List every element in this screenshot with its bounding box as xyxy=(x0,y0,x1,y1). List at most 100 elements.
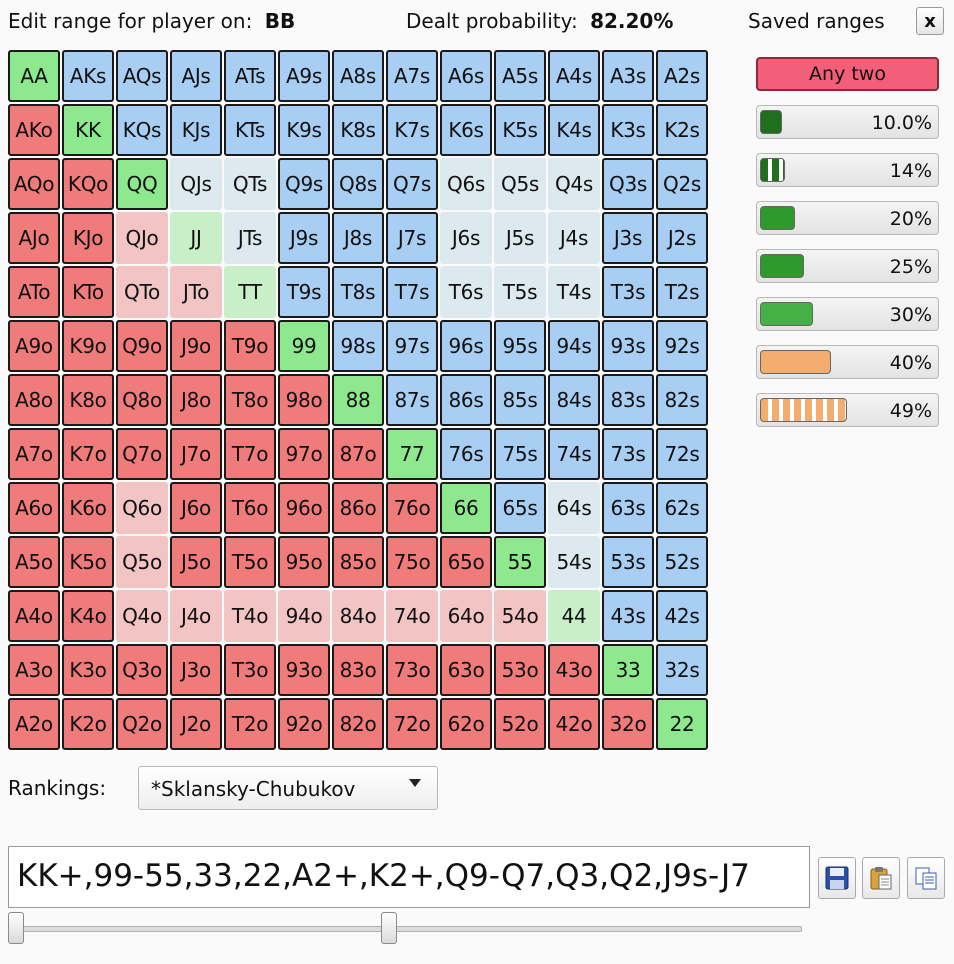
hand-cell-A8s[interactable]: A8s xyxy=(332,50,384,102)
hand-cell-KQo[interactable]: KQo xyxy=(62,158,114,210)
hand-cell-Q9o[interactable]: Q9o xyxy=(116,320,168,372)
hand-cell-QTo[interactable]: QTo xyxy=(116,266,168,318)
hand-cell-84o[interactable]: 84o xyxy=(332,590,384,642)
hand-cell-Q7s[interactable]: Q7s xyxy=(386,158,438,210)
hand-cell-85s[interactable]: 85s xyxy=(494,374,546,426)
hand-cell-AJs[interactable]: AJs xyxy=(170,50,222,102)
hand-cell-82s[interactable]: 82s xyxy=(656,374,708,426)
hand-cell-A7o[interactable]: A7o xyxy=(8,428,60,480)
hand-cell-J4s[interactable]: J4s xyxy=(548,212,600,264)
hand-cell-AA[interactable]: AA xyxy=(8,50,60,102)
hand-cell-Q4s[interactable]: Q4s xyxy=(548,158,600,210)
hand-cell-A2s[interactable]: A2s xyxy=(656,50,708,102)
hand-cell-K8s[interactable]: K8s xyxy=(332,104,384,156)
hand-cell-J3o[interactable]: J3o xyxy=(170,644,222,696)
range-text-field[interactable]: KK+,99-55,33,22,A2+,K2+,Q9-Q7,Q3,Q2,J9s-… xyxy=(8,846,810,908)
hand-cell-95s[interactable]: 95s xyxy=(494,320,546,372)
hand-cell-KTo[interactable]: KTo xyxy=(62,266,114,318)
hand-cell-97o[interactable]: 97o xyxy=(278,428,330,480)
hand-cell-K9s[interactable]: K9s xyxy=(278,104,330,156)
hand-cell-K7o[interactable]: K7o xyxy=(62,428,114,480)
hand-cell-KQs[interactable]: KQs xyxy=(116,104,168,156)
hand-cell-K6s[interactable]: K6s xyxy=(440,104,492,156)
hand-cell-T4s[interactable]: T4s xyxy=(548,266,600,318)
hand-cell-42s[interactable]: 42s xyxy=(656,590,708,642)
hand-cell-A4s[interactable]: A4s xyxy=(548,50,600,102)
hand-cell-A8o[interactable]: A8o xyxy=(8,374,60,426)
hand-cell-T6s[interactable]: T6s xyxy=(440,266,492,318)
hand-cell-K5s[interactable]: K5s xyxy=(494,104,546,156)
paste-button[interactable] xyxy=(862,857,900,899)
hand-cell-85o[interactable]: 85o xyxy=(332,536,384,588)
hand-cell-T8s[interactable]: T8s xyxy=(332,266,384,318)
hand-cell-A3o[interactable]: A3o xyxy=(8,644,60,696)
hand-cell-54o[interactable]: 54o xyxy=(494,590,546,642)
hand-cell-K9o[interactable]: K9o xyxy=(62,320,114,372)
hand-cell-A6s[interactable]: A6s xyxy=(440,50,492,102)
hand-cell-K3o[interactable]: K3o xyxy=(62,644,114,696)
hand-cell-AKo[interactable]: AKo xyxy=(8,104,60,156)
hand-cell-88[interactable]: 88 xyxy=(332,374,384,426)
hand-cell-77[interactable]: 77 xyxy=(386,428,438,480)
hand-cell-A3s[interactable]: A3s xyxy=(602,50,654,102)
hand-cell-32o[interactable]: 32o xyxy=(602,698,654,750)
hand-cell-KJo[interactable]: KJo xyxy=(62,212,114,264)
hand-cell-J6s[interactable]: J6s xyxy=(440,212,492,264)
hand-cell-92s[interactable]: 92s xyxy=(656,320,708,372)
hand-cell-J9o[interactable]: J9o xyxy=(170,320,222,372)
hand-cell-T2s[interactable]: T2s xyxy=(656,266,708,318)
hand-cell-75o[interactable]: 75o xyxy=(386,536,438,588)
hand-cell-Q4o[interactable]: Q4o xyxy=(116,590,168,642)
hand-cell-AQo[interactable]: AQo xyxy=(8,158,60,210)
hand-cell-Q7o[interactable]: Q7o xyxy=(116,428,168,480)
hand-cell-52o[interactable]: 52o xyxy=(494,698,546,750)
any-two-button[interactable]: Any two xyxy=(756,57,939,91)
hand-cell-AQs[interactable]: AQs xyxy=(116,50,168,102)
hand-cell-Q2s[interactable]: Q2s xyxy=(656,158,708,210)
hand-cell-74o[interactable]: 74o xyxy=(386,590,438,642)
hand-cell-92o[interactable]: 92o xyxy=(278,698,330,750)
hand-cell-97s[interactable]: 97s xyxy=(386,320,438,372)
hand-cell-QQ[interactable]: QQ xyxy=(116,158,168,210)
hand-cell-K2s[interactable]: K2s xyxy=(656,104,708,156)
hand-cell-A9s[interactable]: A9s xyxy=(278,50,330,102)
rankings-dropdown[interactable]: *Sklansky-Chubukov xyxy=(138,766,438,810)
hand-cell-A4o[interactable]: A4o xyxy=(8,590,60,642)
hand-cell-66[interactable]: 66 xyxy=(440,482,492,534)
hand-cell-K8o[interactable]: K8o xyxy=(62,374,114,426)
hand-cell-96s[interactable]: 96s xyxy=(440,320,492,372)
hand-cell-T2o[interactable]: T2o xyxy=(224,698,276,750)
hand-cell-K3s[interactable]: K3s xyxy=(602,104,654,156)
hand-cell-94s[interactable]: 94s xyxy=(548,320,600,372)
saved-range-button[interactable]: 30% xyxy=(756,297,939,331)
hand-cell-T9o[interactable]: T9o xyxy=(224,320,276,372)
hand-cell-QJs[interactable]: QJs xyxy=(170,158,222,210)
hand-cell-93o[interactable]: 93o xyxy=(278,644,330,696)
hand-cell-JJ[interactable]: JJ xyxy=(170,212,222,264)
hand-cell-A6o[interactable]: A6o xyxy=(8,482,60,534)
hand-cell-53o[interactable]: 53o xyxy=(494,644,546,696)
hand-cell-K2o[interactable]: K2o xyxy=(62,698,114,750)
hand-cell-Q3s[interactable]: Q3s xyxy=(602,158,654,210)
hand-cell-86s[interactable]: 86s xyxy=(440,374,492,426)
hand-cell-Q9s[interactable]: Q9s xyxy=(278,158,330,210)
hand-cell-T4o[interactable]: T4o xyxy=(224,590,276,642)
slider-thumb-low[interactable] xyxy=(8,912,24,944)
hand-cell-K4o[interactable]: K4o xyxy=(62,590,114,642)
hand-cell-T5s[interactable]: T5s xyxy=(494,266,546,318)
hand-cell-42o[interactable]: 42o xyxy=(548,698,600,750)
copy-button[interactable] xyxy=(907,857,945,899)
hand-cell-Q6o[interactable]: Q6o xyxy=(116,482,168,534)
hand-cell-KK[interactable]: KK xyxy=(62,104,114,156)
hand-cell-99[interactable]: 99 xyxy=(278,320,330,372)
hand-cell-43s[interactable]: 43s xyxy=(602,590,654,642)
hand-cell-JTo[interactable]: JTo xyxy=(170,266,222,318)
saved-range-button[interactable]: 25% xyxy=(756,249,939,283)
hand-cell-A9o[interactable]: A9o xyxy=(8,320,60,372)
saved-range-button[interactable]: 10.0% xyxy=(756,105,939,139)
hand-cell-J8s[interactable]: J8s xyxy=(332,212,384,264)
hand-cell-ATo[interactable]: ATo xyxy=(8,266,60,318)
hand-cell-74s[interactable]: 74s xyxy=(548,428,600,480)
hand-cell-QJo[interactable]: QJo xyxy=(116,212,168,264)
hand-cell-Q8o[interactable]: Q8o xyxy=(116,374,168,426)
